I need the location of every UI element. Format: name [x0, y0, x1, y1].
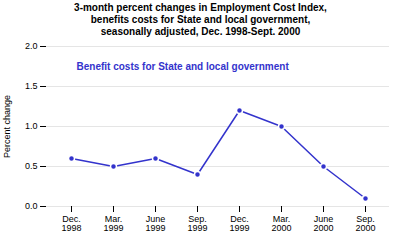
svg-text:Dec.1998: Dec.1998 [61, 214, 81, 233]
svg-text:Dec.1999: Dec.1999 [229, 214, 249, 233]
svg-text:1.0: 1.0 [25, 121, 38, 131]
svg-text:Benefit costs for State and lo: Benefit costs for State and local govern… [77, 61, 290, 72]
svg-text:Percent change: Percent change [2, 95, 12, 158]
svg-text:0.0: 0.0 [25, 201, 38, 211]
svg-text:Sep.2000: Sep.2000 [355, 214, 375, 233]
html-text:3-month percent changes in Emp: 3-month percent changes in Employment Co… [74, 2, 327, 37]
svg-text:June1999: June1999 [145, 214, 165, 233]
svg-text:Mar.2000: Mar.2000 [271, 214, 291, 233]
svg-text:0.5: 0.5 [25, 161, 38, 171]
svg-text:Sep.1999: Sep.1999 [187, 214, 207, 233]
svg-text:2.0: 2.0 [25, 41, 38, 51]
svg-text:Mar.1999: Mar.1999 [103, 214, 123, 233]
svg-text:June2000: June2000 [313, 214, 333, 233]
svg-text:1.5: 1.5 [25, 81, 38, 91]
